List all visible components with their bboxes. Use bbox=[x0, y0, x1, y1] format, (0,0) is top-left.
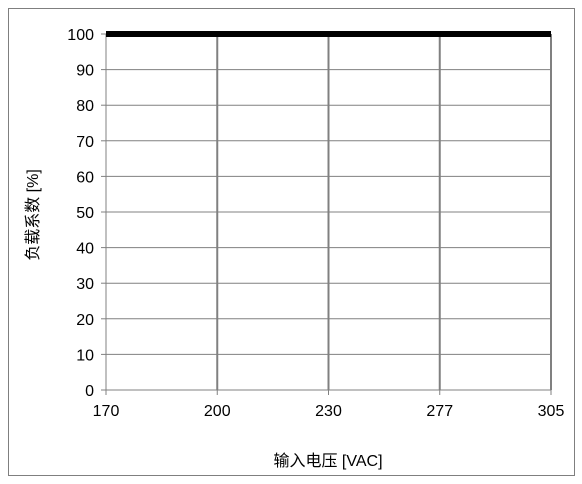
y-tick-label: 80 bbox=[76, 98, 94, 115]
y-tick-label: 100 bbox=[67, 27, 94, 44]
x-tick-label: 200 bbox=[204, 403, 231, 420]
y-tick-label: 90 bbox=[76, 63, 94, 80]
chart-frame bbox=[8, 8, 575, 476]
y-tick-label: 20 bbox=[76, 312, 94, 329]
x-tick-label: 170 bbox=[93, 403, 120, 420]
grid bbox=[106, 33, 552, 390]
y-axis-title: 负载系数 [%] bbox=[24, 169, 42, 261]
x-tick-label: 305 bbox=[538, 403, 565, 420]
y-tick-label: 0 bbox=[85, 383, 94, 400]
x-tick-label: 277 bbox=[426, 403, 453, 420]
y-tick-label: 30 bbox=[76, 276, 94, 293]
y-tick-label: 50 bbox=[76, 205, 94, 222]
x-tick-label: 230 bbox=[315, 403, 342, 420]
y-tick-label: 40 bbox=[76, 241, 94, 258]
y-tick-label: 60 bbox=[76, 169, 94, 186]
y-tick-label: 10 bbox=[76, 347, 94, 364]
tick-labels: 0 10 20 30 40 50 60 70 80 90 100 170 200 230 277 305 bbox=[67, 27, 564, 420]
y-tick-label: 70 bbox=[76, 134, 94, 151]
axes bbox=[101, 33, 552, 395]
x-axis-title: 输入电压 [VAC] bbox=[273, 452, 382, 470]
